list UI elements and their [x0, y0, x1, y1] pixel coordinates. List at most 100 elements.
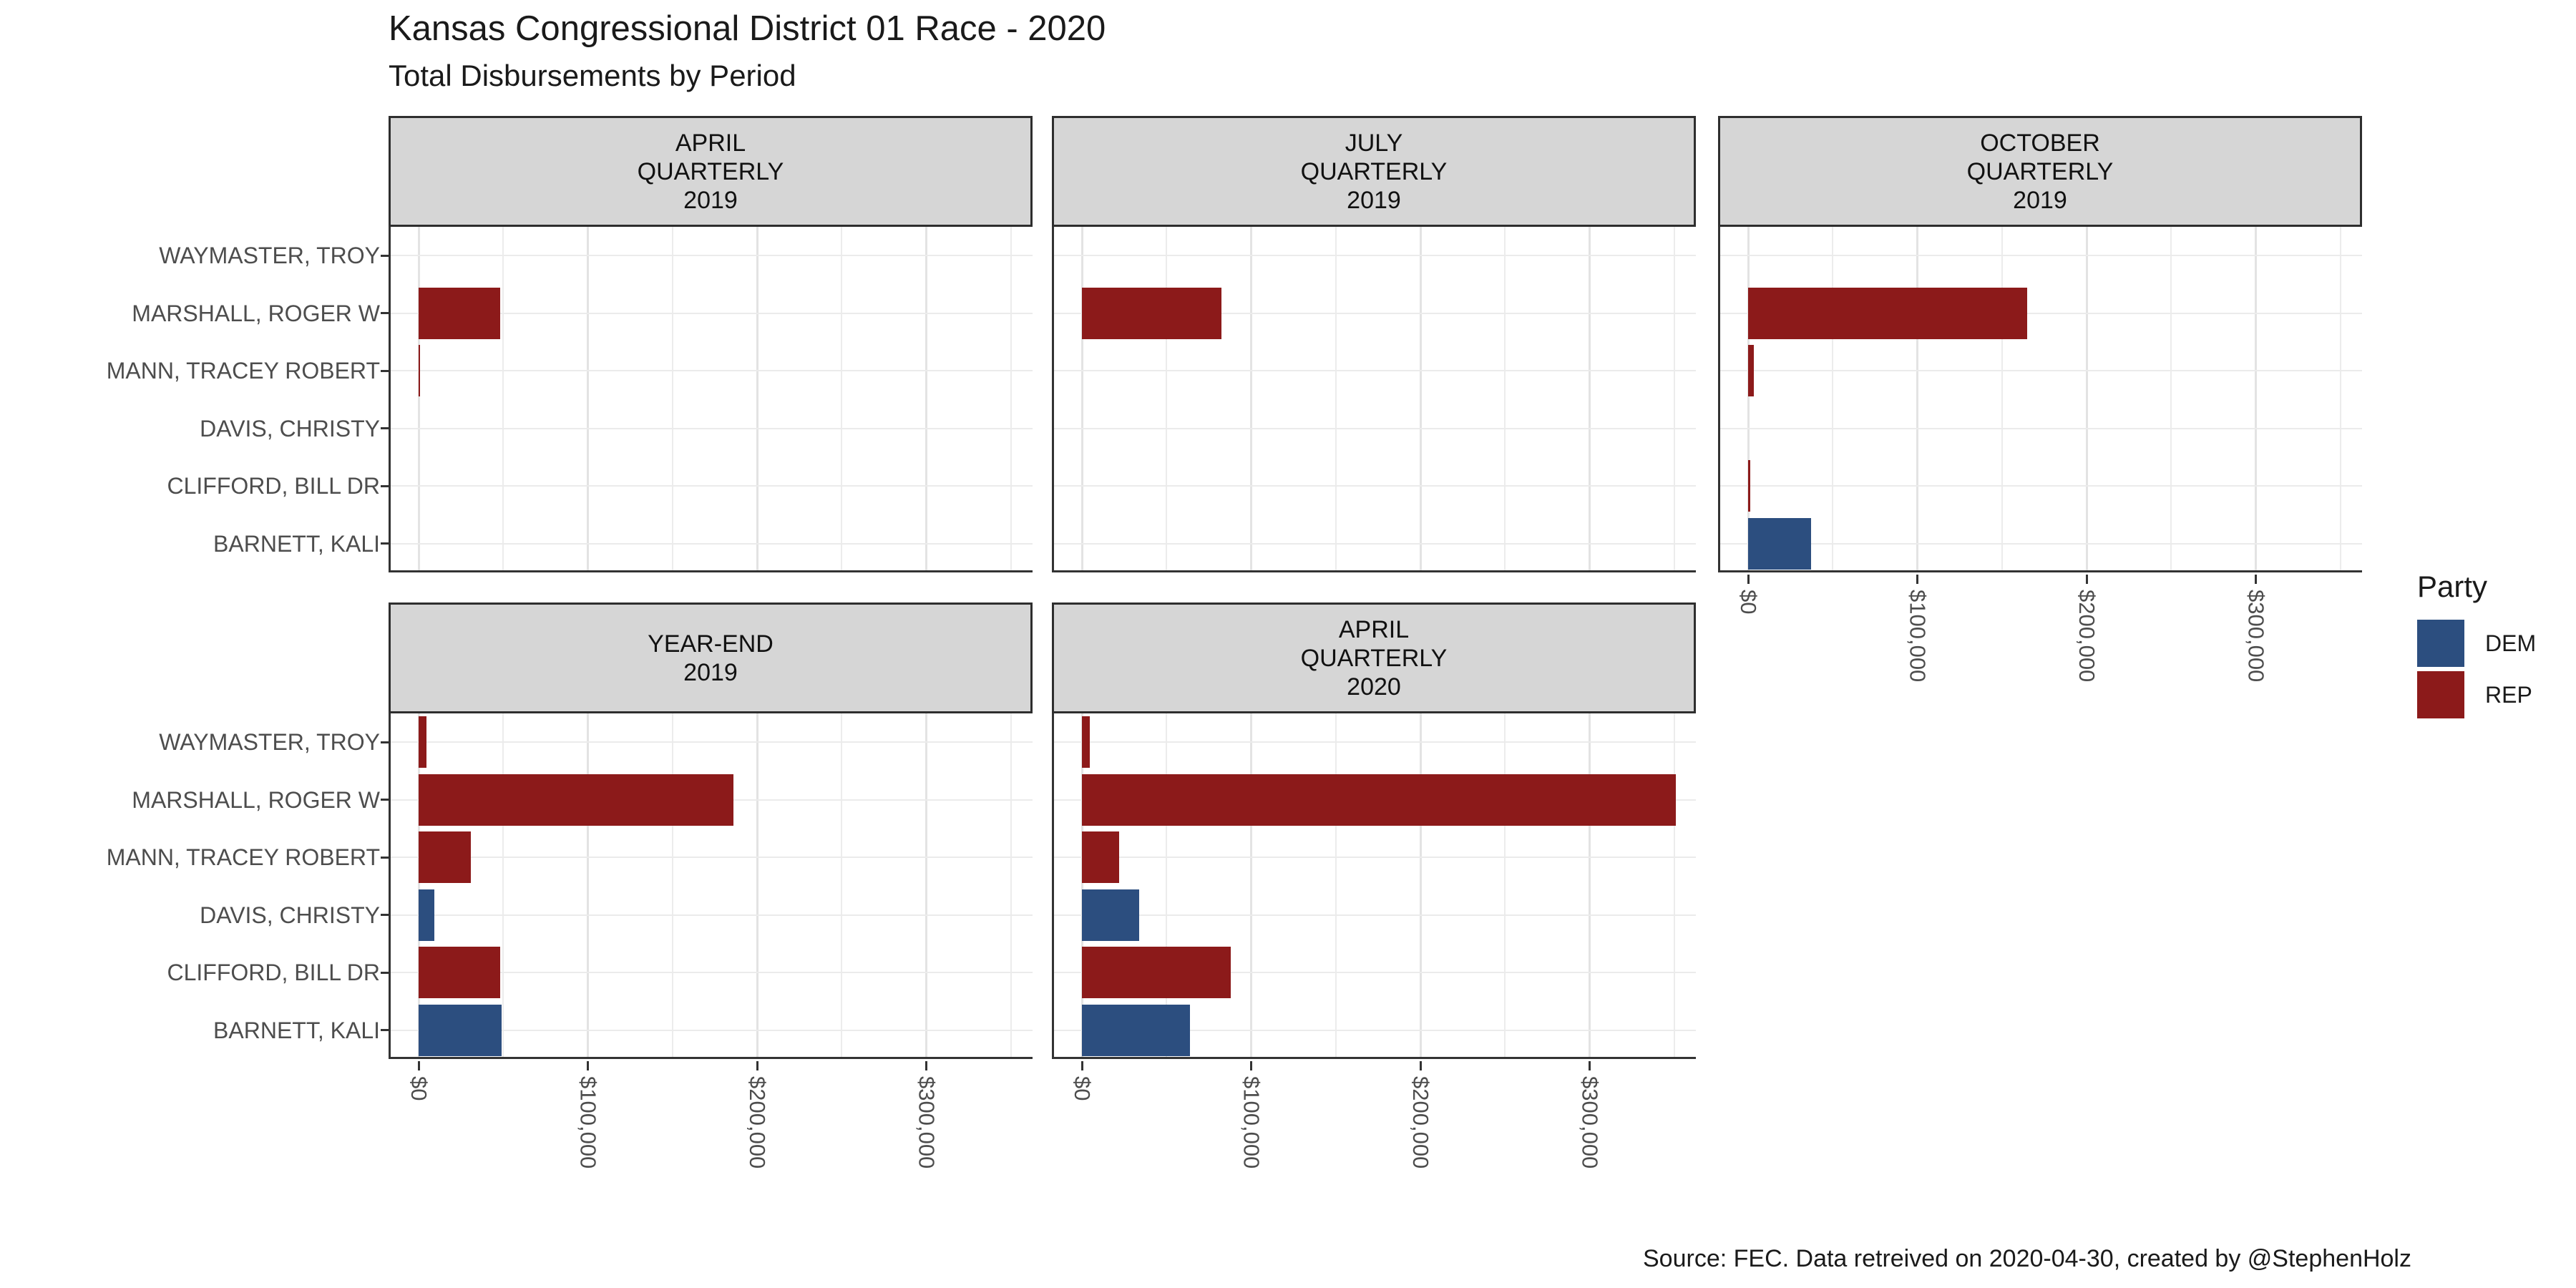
x-axis-label: $100,000 [1239, 1076, 1264, 1169]
facet-strip: OCTOBER QUARTERLY 2019 [1718, 116, 2362, 227]
y-axis-label: BARNETT, KALI [213, 530, 380, 557]
y-axis-tick [381, 254, 389, 257]
facet-strip: APRIL QUARTERLY 2019 [389, 116, 1033, 227]
gridline-minor [1504, 713, 1506, 1057]
bar-rep-mann [419, 345, 420, 397]
y-axis-label: DAVIS, CHRISTY [200, 415, 380, 441]
bar-rep-clifford [1748, 460, 1750, 512]
gridline-horizontal [1054, 370, 1696, 372]
gridline-major [2085, 227, 2088, 570]
facet-strip-line: 2020 [1347, 673, 1401, 701]
bar-dem-barnett [1082, 1004, 1191, 1056]
facet-strip-line: YEAR-END [648, 630, 774, 658]
y-axis-tick [381, 856, 389, 859]
y-axis-label: MARSHALL, ROGER W [132, 300, 380, 326]
legend-title: Party [2417, 570, 2488, 603]
gridline-minor [671, 713, 673, 1057]
bar-rep-clifford [419, 947, 500, 999]
y-axis-tick [381, 799, 389, 801]
y-axis-label: MANN, TRACEY ROBERT [106, 844, 380, 871]
gridline-minor [841, 713, 843, 1057]
gridline-horizontal [1054, 255, 1696, 257]
gridline-major [1589, 227, 1591, 570]
bar-rep-marshall [1082, 774, 1677, 826]
gridline-horizontal [1054, 972, 1696, 974]
facet-strip-line: QUARTERLY [637, 157, 784, 185]
x-axis-tick [1080, 1061, 1083, 1070]
x-axis-tick [756, 1061, 758, 1070]
gridline-horizontal [1054, 427, 1696, 429]
x-axis-label: $300,000 [914, 1076, 940, 1169]
gridline-major [587, 713, 589, 1057]
bar-rep-marshall [419, 774, 733, 826]
gridline-horizontal [1720, 370, 2362, 372]
x-axis-label: $100,000 [575, 1076, 601, 1169]
x-axis-tick [1250, 1061, 1252, 1070]
gridline-minor [1673, 713, 1675, 1057]
legend-entry-rep: REP [2417, 671, 2536, 718]
gridline-major [417, 227, 420, 570]
bar-rep-marshall [1748, 287, 2028, 339]
gridline-horizontal [1054, 1029, 1696, 1031]
gridline-horizontal [391, 914, 1033, 916]
gridline-horizontal [1720, 485, 2362, 487]
gridline-major [1916, 227, 1918, 570]
x-axis-label: $200,000 [2074, 590, 2099, 683]
gridline-major [756, 713, 758, 1057]
gridline-horizontal [1054, 857, 1696, 859]
y-axis-label: BARNETT, KALI [213, 1017, 380, 1043]
facet-panel [389, 227, 1033, 572]
y-axis-tick [381, 1029, 389, 1032]
bar-rep-clifford [1082, 947, 1231, 999]
gridline-horizontal [1720, 312, 2362, 314]
facet-panel [1052, 227, 1696, 572]
gridline-major [587, 227, 589, 570]
gridline-major [1250, 713, 1252, 1057]
gridline-major [1419, 713, 1422, 1057]
x-axis-tick [587, 1061, 589, 1070]
chart-subtitle: Total Disbursements by Period [389, 59, 796, 92]
facet-strip-line: APRIL [1338, 615, 1410, 643]
gridline-horizontal [391, 255, 1033, 257]
facet-strip-line: 2019 [683, 186, 738, 214]
gridline-horizontal [1720, 427, 2362, 429]
bar-dem-barnett [419, 1004, 502, 1056]
gridline-minor [2339, 227, 2341, 570]
x-axis-tick [1916, 575, 1918, 584]
y-axis-label: CLIFFORD, BILL DR [167, 960, 380, 986]
gridline-major [1250, 227, 1252, 570]
gridline-horizontal [1054, 485, 1696, 487]
x-axis-label: $100,000 [1905, 590, 1931, 683]
facet-strip-line: QUARTERLY [1966, 157, 2114, 185]
gridline-minor [1335, 713, 1337, 1057]
y-axis-tick [381, 427, 389, 430]
gridline-horizontal [1720, 255, 2362, 257]
facet-panel [1718, 227, 2362, 572]
gridline-minor [1832, 227, 1834, 570]
bar-rep-waymaster [419, 716, 426, 769]
gridline-horizontal [391, 972, 1033, 974]
legend-label: DEM [2485, 630, 2537, 656]
legend-entry-dem: DEM [2417, 620, 2536, 667]
x-axis-tick [925, 1061, 927, 1070]
x-axis-tick [1419, 1061, 1422, 1070]
facet-strip: YEAR-END 2019 [389, 602, 1033, 713]
x-axis-tick [2255, 575, 2257, 584]
gridline-minor [502, 713, 504, 1057]
facet-strip-line: 2019 [683, 658, 738, 686]
gridline-major [1419, 227, 1422, 570]
facet-strip-line: APRIL [675, 129, 746, 157]
gridline-minor [671, 227, 673, 570]
bar-dem-davis [1082, 889, 1140, 941]
facet-strip-line: QUARTERLY [1300, 157, 1448, 185]
gridline-major [925, 227, 927, 570]
facet-strip-line: 2019 [2013, 186, 2067, 214]
facet-panel [1052, 713, 1696, 1059]
chart-title: Kansas Congressional District 01 Race - … [389, 9, 1106, 48]
gridline-minor [1010, 227, 1012, 570]
x-axis-label: $200,000 [1408, 1076, 1433, 1169]
gridline-horizontal [391, 485, 1033, 487]
gridline-horizontal [391, 741, 1033, 743]
gridline-major [756, 227, 758, 570]
